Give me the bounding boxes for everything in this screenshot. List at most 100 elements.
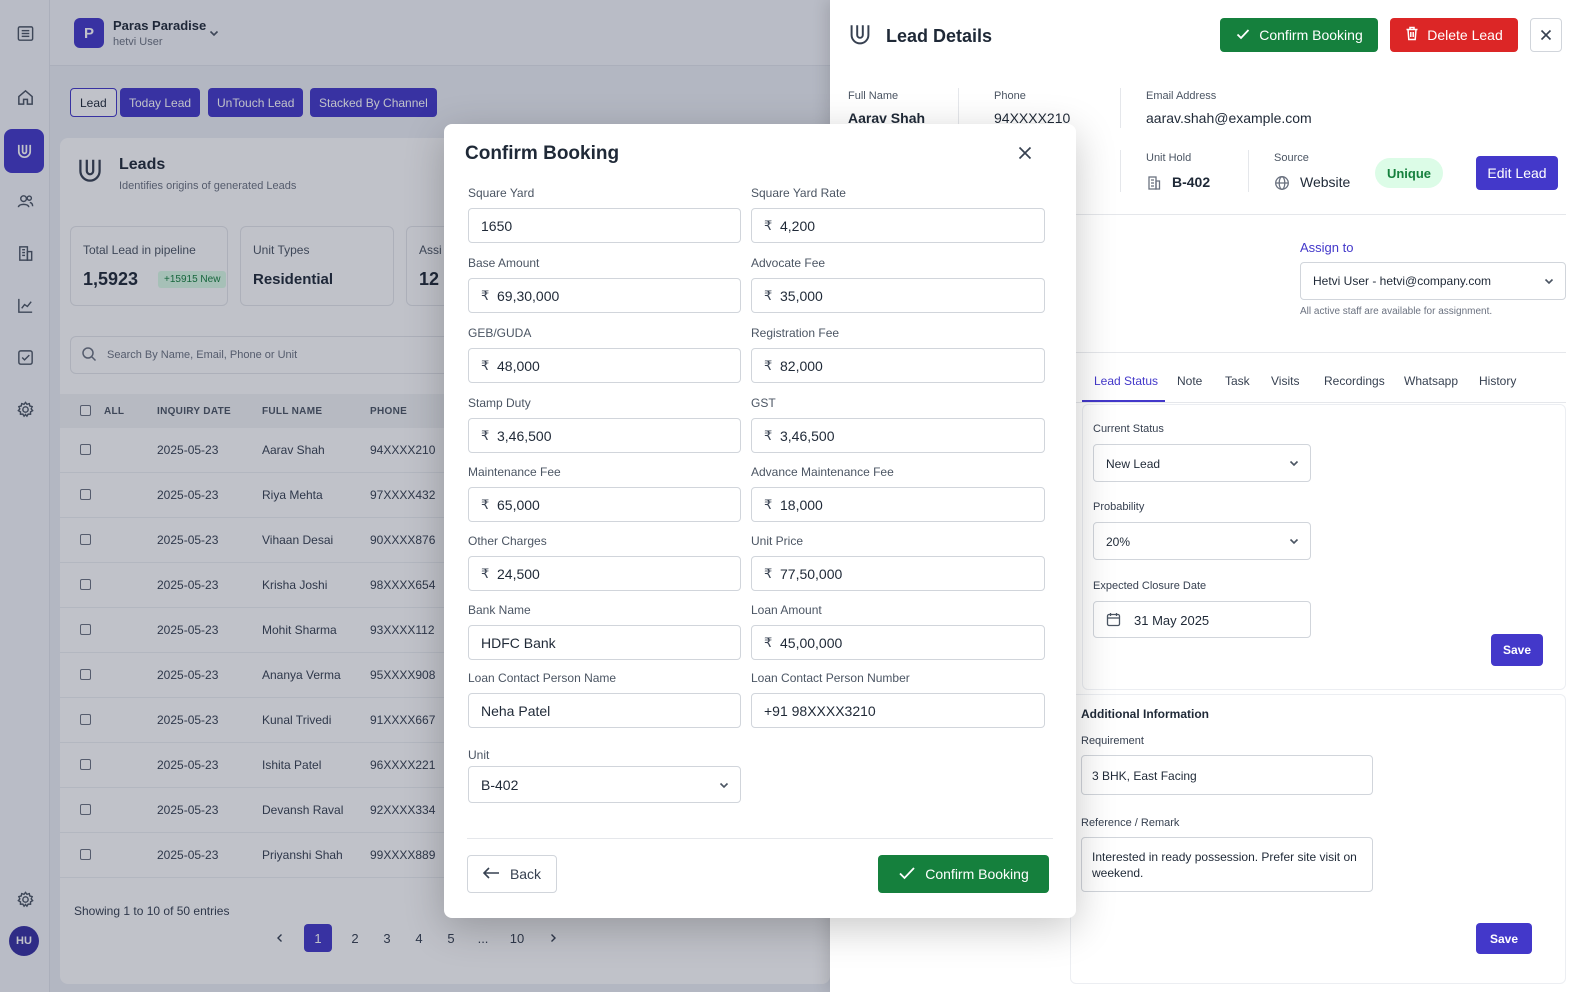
other-charges-input[interactable]: ₹24,500 [468, 556, 741, 591]
unit-price-input[interactable]: ₹77,50,000 [751, 556, 1045, 591]
tab-history[interactable]: History [1479, 374, 1517, 388]
loan-amount-input[interactable]: ₹45,00,000 [751, 625, 1045, 660]
tab-lead-status[interactable]: Lead Status [1094, 374, 1159, 388]
pagination-ellipsis: ... [477, 930, 489, 946]
full-name-cell[interactable]: Krisha Joshi [262, 578, 328, 592]
tab-whatsapp[interactable]: Whatsapp [1404, 374, 1459, 388]
full-name-cell[interactable]: Kunal Trivedi [262, 713, 332, 727]
gst-input[interactable]: ₹3,46,500 [751, 418, 1045, 453]
pagination-page-1[interactable]: 1 [304, 924, 332, 952]
advance-maintenance-fee-input[interactable]: ₹18,000 [751, 487, 1045, 522]
filter-untouch-lead[interactable]: UnTouch Lead [208, 88, 304, 117]
row-checkbox[interactable] [80, 669, 91, 680]
phone-cell: 95XXXX908 [370, 668, 436, 682]
full-name-cell[interactable]: Mohit Sharma [262, 623, 337, 637]
user-avatar[interactable]: HU [9, 926, 39, 956]
row-checkbox[interactable] [80, 804, 91, 815]
edit-lead-button[interactable]: Edit Lead [1476, 156, 1558, 190]
bank-name-input[interactable]: HDFC Bank [468, 625, 741, 660]
tab-recordings[interactable]: Recordings [1324, 374, 1385, 388]
inquiry-date-cell: 2025-05-23 [157, 848, 219, 862]
row-checkbox[interactable] [80, 759, 91, 770]
bottom-settings-gear-icon[interactable] [9, 883, 41, 915]
table-row[interactable]: 2025-05-23 Kunal Trivedi 91XXXX667 [60, 698, 830, 743]
unit-select[interactable]: B-402 [468, 766, 741, 803]
registration-fee-input[interactable]: ₹82,000 [751, 348, 1045, 383]
pagination-page-5[interactable]: 5 [447, 930, 455, 946]
menu-toggle-icon[interactable] [9, 17, 41, 49]
full-name-cell[interactable]: Devansh Raval [262, 803, 344, 817]
additional-save-button[interactable]: Save [1476, 923, 1532, 954]
row-checkbox[interactable] [80, 489, 91, 500]
full-name-cell[interactable]: Ishita Patel [262, 758, 322, 772]
row-checkbox[interactable] [80, 444, 91, 455]
drawer-close-icon[interactable] [1530, 18, 1562, 52]
task-check-icon[interactable] [9, 341, 41, 373]
maintenance-fee-input[interactable]: ₹65,000 [468, 487, 741, 522]
home-icon[interactable] [9, 81, 41, 113]
back-button[interactable]: Back [467, 855, 557, 893]
filter-lead[interactable]: Lead [70, 88, 117, 117]
pagination-page-4[interactable]: 4 [415, 930, 423, 946]
select-all-checkbox[interactable] [80, 405, 91, 416]
advocate-fee-input[interactable]: ₹35,000 [751, 278, 1045, 313]
row-checkbox[interactable] [80, 714, 91, 725]
tab-task[interactable]: Task [1225, 374, 1250, 388]
delete-lead-label: Delete Lead [1427, 27, 1503, 43]
additional-info-title: Additional Information [1081, 707, 1209, 721]
full-name-cell[interactable]: Riya Mehta [262, 488, 323, 502]
row-checkbox[interactable] [80, 624, 91, 635]
closure-date-input[interactable]: 31 May 2025 [1093, 601, 1311, 638]
full-name-cell[interactable]: Ananya Verma [262, 668, 341, 682]
org-user: hetvi User [113, 36, 163, 48]
pagination-next[interactable] [539, 924, 567, 952]
users-icon[interactable] [9, 185, 41, 217]
pagination-page-10[interactable]: 10 [509, 930, 525, 946]
building-icon[interactable] [9, 237, 41, 269]
tab-note[interactable]: Note [1177, 374, 1203, 388]
modal-close-icon[interactable] [1018, 146, 1032, 163]
square-yard-rate-input[interactable]: ₹4,200 [751, 208, 1045, 243]
settings-gear-icon[interactable] [9, 393, 41, 425]
tab-visits[interactable]: Visits [1271, 374, 1300, 388]
loan-contact-name-input[interactable]: Neha Patel [468, 693, 741, 728]
inquiry-date-cell: 2025-05-23 [157, 668, 219, 682]
row-checkbox[interactable] [80, 579, 91, 590]
pagination-page-3[interactable]: 3 [383, 930, 391, 946]
column-full-name[interactable]: FULL NAME [262, 406, 323, 417]
pagination-prev[interactable] [266, 924, 294, 952]
drawer-confirm-booking-button[interactable]: Confirm Booking [1220, 18, 1378, 52]
pagination-page-2[interactable]: 2 [351, 930, 359, 946]
column-inquiry-date[interactable]: INQUIRY DATE [157, 406, 231, 417]
stamp-duty-input[interactable]: ₹3,46,500 [468, 418, 741, 453]
org-name[interactable]: Paras Paradise [113, 18, 207, 33]
confirm-booking-label: Confirm Booking [1259, 27, 1363, 43]
leads-magnet-icon[interactable] [4, 129, 44, 173]
full-name-cell[interactable]: Aarav Shah [262, 443, 325, 457]
row-checkbox[interactable] [80, 534, 91, 545]
delete-lead-button[interactable]: Delete Lead [1390, 18, 1518, 52]
full-name-cell[interactable]: Priyanshi Shah [262, 848, 343, 862]
probability-select[interactable]: 20% [1093, 522, 1311, 560]
loan-contact-number-input[interactable]: +91 98XXXX3210 [751, 693, 1045, 728]
row-checkbox[interactable] [80, 849, 91, 860]
sidebar: HU [0, 0, 50, 992]
tabs-divider [1070, 402, 1566, 403]
filter-stacked-by-channel[interactable]: Stacked By Channel [310, 88, 437, 117]
modal-confirm-booking-button[interactable]: Confirm Booking [878, 855, 1049, 893]
filter-today-lead[interactable]: Today Lead [120, 88, 201, 117]
base-amount-input[interactable]: ₹69,30,000 [468, 278, 741, 313]
drawer-title: Lead Details [886, 26, 993, 46]
chevron-down-icon[interactable] [208, 27, 220, 42]
assign-to-select[interactable]: Hetvi User - hetvi@company.com [1300, 262, 1566, 300]
geb-guda-input[interactable]: ₹48,000 [468, 348, 741, 383]
remark-textarea[interactable]: Interested in ready possession. Prefer s… [1081, 837, 1373, 892]
column-phone[interactable]: PHONE [370, 406, 408, 417]
full-name-cell[interactable]: Vihaan Desai [262, 533, 334, 547]
analytics-chart-icon[interactable] [9, 289, 41, 321]
current-status-select[interactable]: New Lead [1093, 444, 1311, 482]
status-save-button[interactable]: Save [1491, 634, 1543, 666]
requirement-input[interactable]: 3 BHK, East Facing [1081, 755, 1373, 795]
unit-value: B-402 [481, 777, 519, 793]
square-yard-input[interactable]: 1650 [468, 208, 741, 243]
